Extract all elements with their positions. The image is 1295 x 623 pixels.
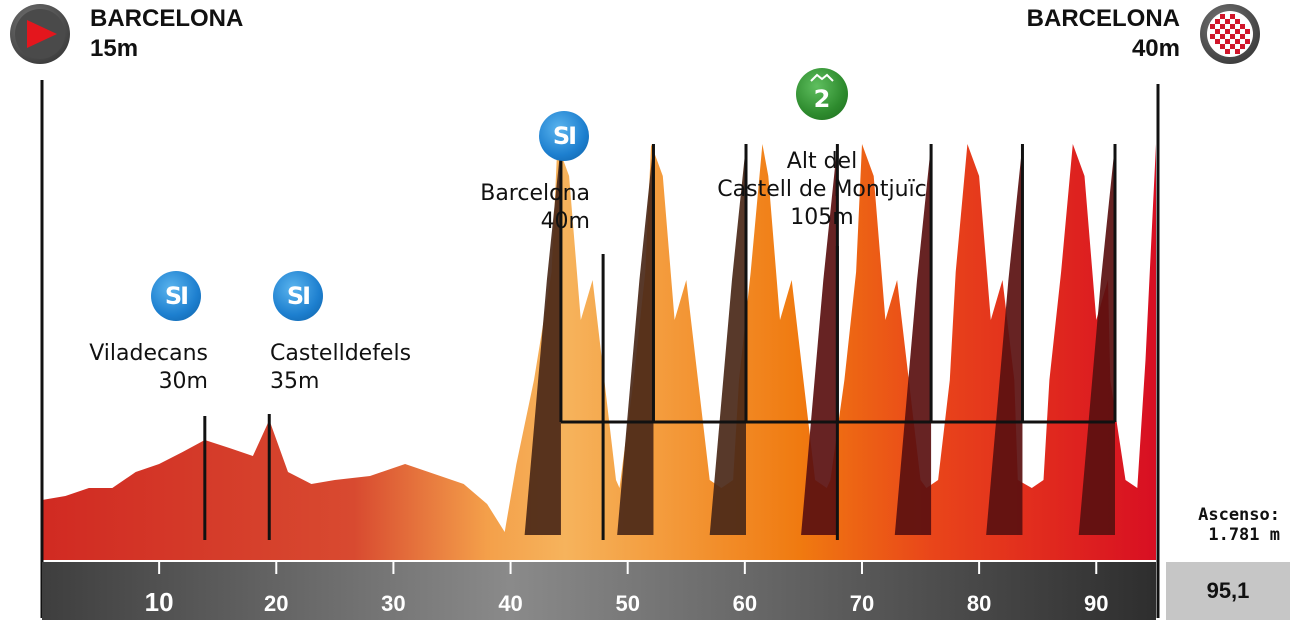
lap-bracket-layer [559, 144, 1117, 424]
ascent-stats: Ascenso: 1.781 m [1140, 505, 1280, 545]
axis-tick-label: 10 [145, 587, 174, 617]
lap-climb-shade [524, 144, 561, 535]
checker-square [1225, 29, 1230, 34]
climb-label: Alt del Castell de Montjuïc 105m [680, 148, 964, 232]
finish-town-label: BARCELONA 40m [980, 4, 1180, 64]
axis-tick-label: 50 [615, 591, 639, 616]
sprint-altitude: 35m [270, 369, 320, 394]
checker-square [1240, 44, 1245, 49]
sprint-badge-viladecans: SI [151, 271, 201, 321]
elevation-area [42, 144, 1156, 560]
climb-category-badge: 2 [796, 68, 848, 120]
checker-square [1215, 39, 1220, 44]
checker-square [1225, 19, 1230, 24]
finish-flag-icon [1200, 4, 1260, 64]
sprint-altitude: 40m [540, 209, 590, 234]
mountain-icon [810, 73, 834, 82]
checker-square [1235, 39, 1240, 44]
ascent-label: Ascenso: [1198, 505, 1280, 525]
lap-climb-shade [986, 144, 1023, 535]
checker-square [1245, 39, 1250, 44]
finish-town-name: BARCELONA [1026, 5, 1180, 32]
climb-category-number: 2 [813, 85, 831, 113]
checker-square [1230, 24, 1235, 29]
start-town-label: BARCELONA 15m [90, 4, 243, 64]
marker-lines-layer [40, 80, 1160, 618]
axis-tick-label: 40 [498, 591, 522, 616]
axis-tick-label: 90 [1084, 591, 1108, 616]
checker-square [1230, 44, 1235, 49]
start-town-name: BARCELONA [90, 5, 244, 32]
climb-name-line1: Alt del [786, 149, 858, 174]
total-distance: 95,1 [1166, 562, 1290, 620]
sprint-name: Barcelona [480, 181, 590, 206]
checker-square [1220, 14, 1225, 19]
checker-square [1220, 34, 1225, 39]
lap-climb-shade [617, 144, 654, 535]
checker-pattern [1210, 14, 1250, 54]
checker-square [1225, 49, 1230, 54]
checker-square [1215, 29, 1220, 34]
axis-tick-label: 60 [733, 591, 757, 616]
start-flag-icon [10, 4, 70, 64]
checker-square [1235, 49, 1240, 54]
axis-bar [42, 562, 1156, 620]
elevation-area-layer [42, 144, 1156, 560]
lap-climb-shade [1078, 144, 1116, 535]
axis-tick-label: 30 [381, 591, 405, 616]
checker-square [1210, 34, 1215, 39]
checker-square [1230, 34, 1235, 39]
sprint-badge-castelldefels: SI [273, 271, 323, 321]
finish-town-altitude: 40m [1131, 35, 1180, 62]
checker-square [1220, 24, 1225, 29]
sprint-label-barcelona: Barcelona 40m [420, 180, 590, 236]
checker-square [1240, 34, 1245, 39]
axis-tick-label: 80 [967, 591, 991, 616]
ascent-value: 1.781 m [1208, 525, 1280, 545]
checker-square [1215, 19, 1220, 24]
sprint-name: Viladecans [89, 341, 208, 366]
checker-square [1245, 29, 1250, 34]
checker-square [1220, 44, 1225, 49]
checker-square [1230, 14, 1235, 19]
start-town-altitude: 15m [90, 35, 139, 62]
climb-name-line2: Castell de Montjuïc [717, 177, 927, 202]
sprint-altitude: 30m [158, 369, 208, 394]
checker-square [1235, 29, 1240, 34]
distance-axis: 10 20 30 40 50 60 70 80 90 [42, 562, 1156, 620]
lap-climb-shade [801, 144, 838, 535]
sprint-label-viladecans: Viladecans 30m [40, 340, 208, 396]
axis-tick-label: 20 [264, 591, 288, 616]
lap-climb-shade [894, 144, 932, 535]
checker-square [1225, 39, 1230, 44]
sprint-label-castelldefels: Castelldefels 35m [270, 340, 470, 396]
climb-altitude: 105m [790, 205, 854, 230]
lap-climb-shade [709, 144, 747, 535]
checker-square [1210, 24, 1215, 29]
axis-tick-label: 70 [850, 591, 874, 616]
checker-square [1240, 24, 1245, 29]
sprint-badge-barcelona: SI [539, 111, 589, 161]
sprint-name: Castelldefels [270, 341, 412, 366]
checker-square [1235, 19, 1240, 24]
